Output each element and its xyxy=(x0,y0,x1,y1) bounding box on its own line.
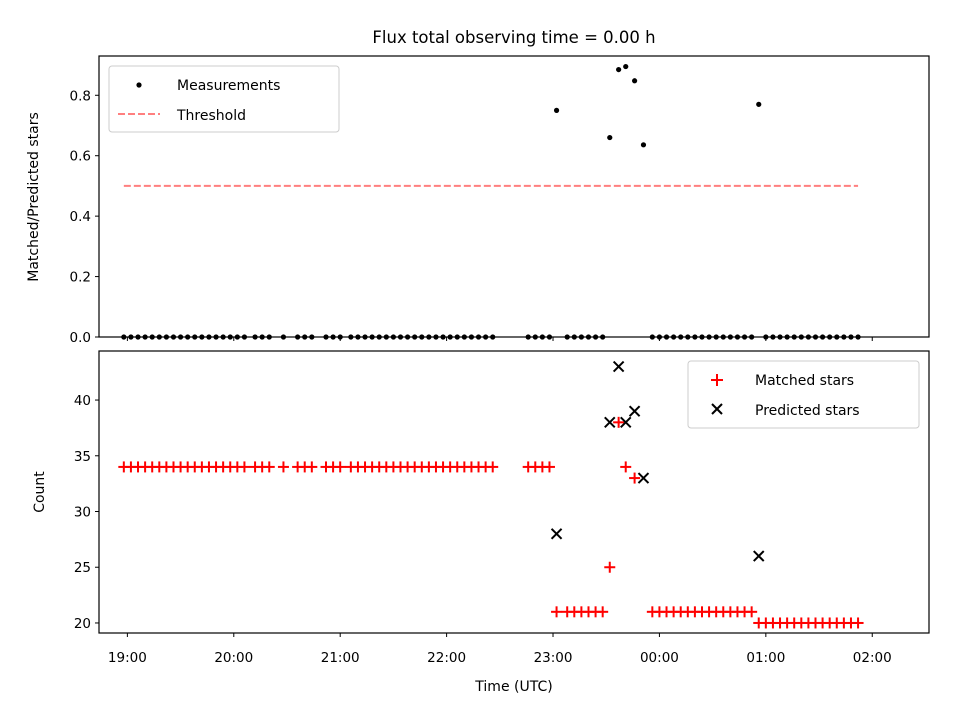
matched-star-point xyxy=(746,606,758,618)
legend-marker-measurements xyxy=(136,82,142,88)
top-axes-frame xyxy=(98,55,930,338)
bottom-ytick-label: 25 xyxy=(74,560,91,576)
top-y-axis-label: Matched/Predicted stars xyxy=(26,112,42,282)
predicted-star-point xyxy=(612,360,625,373)
top-ytick-label: 0.6 xyxy=(70,149,91,165)
measurement-point xyxy=(616,66,622,73)
bottom-x-axis-label: Time (UTC) xyxy=(474,679,552,695)
legend-label-measurements: Measurements xyxy=(177,78,280,94)
bottom-ytick-label: 40 xyxy=(74,393,91,409)
bottom-y-axis: 20 25 30 35 40 xyxy=(74,393,99,632)
measurement-point xyxy=(553,107,560,113)
measurement-point xyxy=(607,134,613,141)
top-ytick-label: 0.0 xyxy=(70,330,91,346)
bottom-ytick-label: 20 xyxy=(74,616,91,632)
measurement-point xyxy=(631,78,638,84)
legend-label-predicted-stars: Predicted stars xyxy=(755,403,860,419)
predicted-star-point xyxy=(604,416,616,429)
bottom-xtick-label: 20:00 xyxy=(214,650,253,666)
bottom-xtick-label: 01:00 xyxy=(746,650,785,666)
measurement-point xyxy=(756,101,762,107)
top-ytick-label: 0.2 xyxy=(70,270,91,286)
bottom-xtick-label: 22:00 xyxy=(427,650,466,666)
bottom-y-axis-label: Count xyxy=(32,471,48,513)
top-legend-box xyxy=(108,65,340,133)
top-ytick-label: 0.4 xyxy=(70,209,91,225)
legend-label-threshold: Threshold xyxy=(176,108,246,124)
matched-star-point xyxy=(613,416,625,428)
matched-star-point xyxy=(277,461,289,473)
legend-label-matched-stars: Matched stars xyxy=(755,373,854,389)
bottom-xtick-label: 19:00 xyxy=(108,650,147,666)
top-panel-title: Flux total observing time = 0.00 h xyxy=(372,28,655,47)
predicted-star-point xyxy=(628,405,641,417)
matched-star-point xyxy=(263,461,275,473)
matched-star-point xyxy=(852,617,864,629)
matched-star-point xyxy=(604,561,616,573)
matched-star-point xyxy=(306,461,318,473)
bottom-xtick-label: 02:00 xyxy=(853,650,892,666)
matched-star-point xyxy=(334,461,346,473)
matched-star-point xyxy=(551,606,563,618)
bottom-legend-box xyxy=(687,360,920,429)
matched-star-point xyxy=(238,461,250,473)
bottom-legend: Matched stars Predicted stars xyxy=(687,360,920,429)
bottom-xtick-label: 00:00 xyxy=(640,650,679,666)
matched-star-point xyxy=(543,461,555,473)
predicted-star-point xyxy=(637,472,650,484)
bottom-ytick-label: 35 xyxy=(74,449,91,465)
bottom-plot-area xyxy=(118,360,864,629)
measurement-point xyxy=(640,142,647,148)
matched-star-point xyxy=(487,461,499,473)
bottom-ytick-label: 30 xyxy=(74,505,91,521)
top-y-axis: 0.0 0.2 0.4 0.6 0.8 xyxy=(70,88,99,346)
matched-star-point xyxy=(629,472,641,484)
bottom-x-axis: 19:00 20:00 21:00 22:00 23:00 00:00 01:00 02:00 xyxy=(108,633,892,666)
predicted-star-point xyxy=(550,528,563,540)
bottom-xtick-label: 21:00 xyxy=(321,650,360,666)
bottom-axes-frame xyxy=(98,350,930,634)
predicted-star-point xyxy=(753,550,765,562)
matched-star-point xyxy=(597,606,609,618)
matched-star-point xyxy=(620,461,632,473)
legend-marker-matched-stars xyxy=(711,374,723,386)
top-ytick-label: 0.8 xyxy=(70,88,91,104)
top-plot-area xyxy=(121,63,861,340)
top-panel: Flux total observing time = 0.00 h 0.00.… xyxy=(26,28,930,346)
top-legend: Measurements Threshold xyxy=(108,65,340,133)
legend-marker-predicted-stars xyxy=(711,403,723,415)
top-x-axis xyxy=(126,337,873,341)
bottom-panel: 20 25 30 35 40 19:00 20:00 21:00 22:00 23:00 00:0… xyxy=(32,350,930,695)
measurement-point xyxy=(623,63,629,70)
predicted-star-point xyxy=(620,416,632,429)
bottom-xtick-label: 23:00 xyxy=(534,650,573,666)
